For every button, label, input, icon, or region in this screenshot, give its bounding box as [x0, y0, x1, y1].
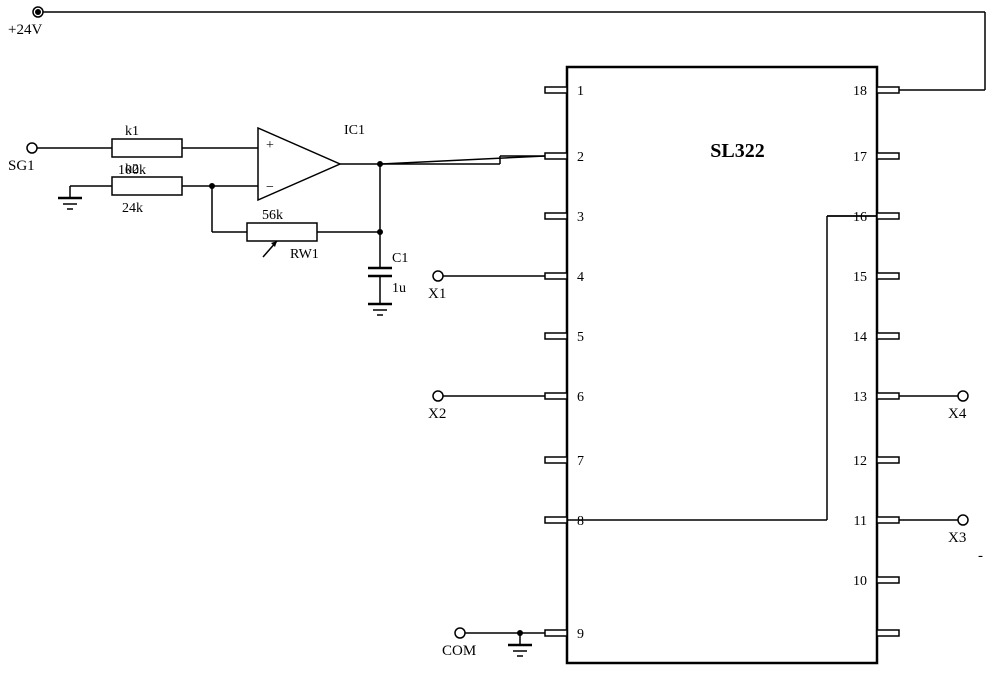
- svg-text:5: 5: [577, 330, 584, 345]
- svg-text:11: 11: [854, 514, 867, 529]
- svg-text:10: 10: [853, 574, 867, 589]
- svg-text:16: 16: [853, 210, 867, 225]
- svg-text:+: +: [266, 138, 274, 153]
- svg-text:12: 12: [853, 454, 867, 469]
- svg-text:4: 4: [577, 270, 584, 285]
- svg-text:SL322: SL322: [710, 140, 764, 162]
- svg-text:+24V: +24V: [8, 22, 42, 38]
- svg-text:9: 9: [577, 627, 584, 642]
- svg-text:6: 6: [577, 390, 584, 405]
- svg-text:2: 2: [577, 150, 584, 165]
- svg-text:56k: 56k: [262, 208, 283, 223]
- svg-text:X3: X3: [948, 530, 966, 546]
- circuit-schematic: SL322123456789181716151413121110+24VSG1k…: [0, 0, 1000, 693]
- svg-text:C1: C1: [392, 251, 408, 266]
- svg-text:X4: X4: [948, 406, 967, 422]
- svg-text:X2: X2: [428, 406, 446, 422]
- svg-text:1u: 1u: [392, 281, 406, 296]
- svg-text:SG1: SG1: [8, 158, 35, 174]
- svg-text:13: 13: [853, 390, 867, 405]
- svg-text:k1: k1: [125, 124, 139, 139]
- svg-text:-: -: [978, 548, 983, 564]
- svg-text:18: 18: [853, 84, 867, 99]
- svg-text:8: 8: [577, 514, 584, 529]
- svg-text:14: 14: [853, 330, 867, 345]
- svg-text:RW1: RW1: [290, 247, 319, 262]
- svg-text:IC1: IC1: [344, 123, 365, 138]
- svg-text:24k: 24k: [122, 201, 143, 216]
- svg-text:7: 7: [577, 454, 584, 469]
- svg-text:X1: X1: [428, 286, 446, 302]
- svg-text:17: 17: [853, 150, 867, 165]
- svg-text:15: 15: [853, 270, 867, 285]
- svg-text:k2: k2: [125, 162, 139, 177]
- svg-text:COM: COM: [442, 643, 476, 659]
- svg-text:−: −: [266, 180, 274, 195]
- svg-text:3: 3: [577, 210, 584, 225]
- svg-text:1: 1: [577, 84, 584, 99]
